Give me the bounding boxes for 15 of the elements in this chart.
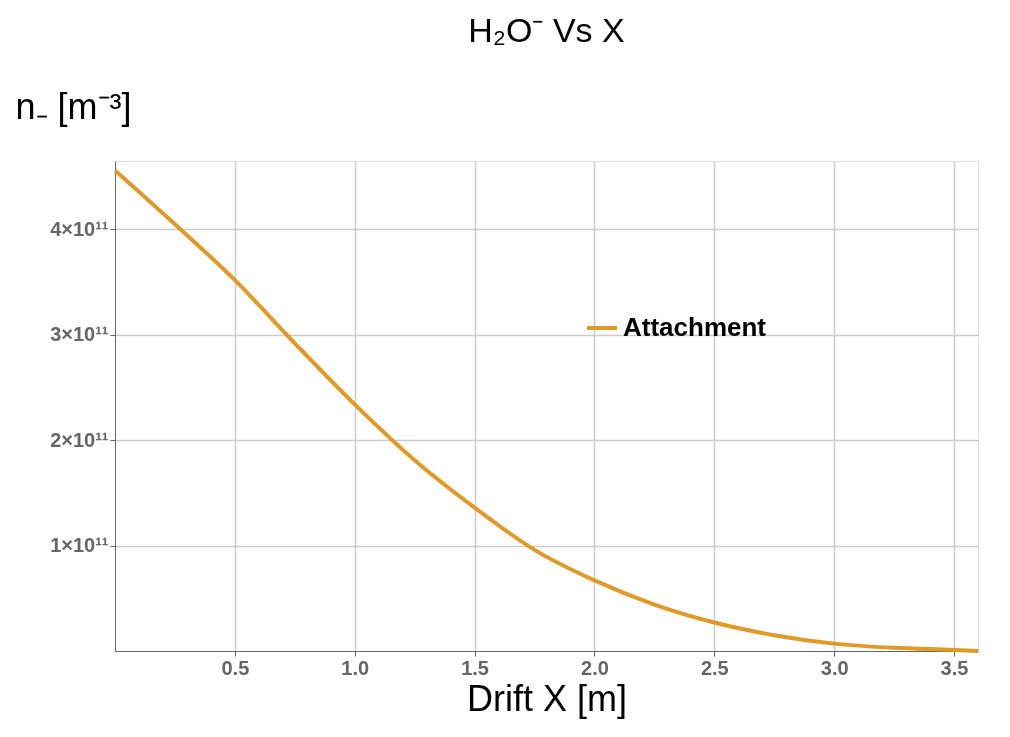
x-tick-label: 3.0 <box>820 656 849 679</box>
y-axis-title: n₋ [m⁻³] <box>15 85 132 127</box>
y-tick-label: 4×10¹¹ <box>50 217 109 240</box>
x-tick-label: 0.5 <box>221 656 250 679</box>
x-tick-label: 2.0 <box>581 656 609 679</box>
x-axis-title: Drift X [m] <box>467 677 627 719</box>
y-tick-label: 1×10¹¹ <box>50 534 109 557</box>
y-tick-label: 3×10¹¹ <box>50 323 109 346</box>
x-tick-label: 3.5 <box>940 656 969 679</box>
x-tick-label: 1.5 <box>461 656 489 679</box>
chart-title: H₂O⁻ Vs X <box>468 11 625 49</box>
y-tick-label: 2×10¹¹ <box>50 428 109 451</box>
x-tick-label: 2.5 <box>700 656 729 679</box>
legend-label: Attachment <box>623 312 767 342</box>
x-tick-label: 1.0 <box>341 656 370 679</box>
